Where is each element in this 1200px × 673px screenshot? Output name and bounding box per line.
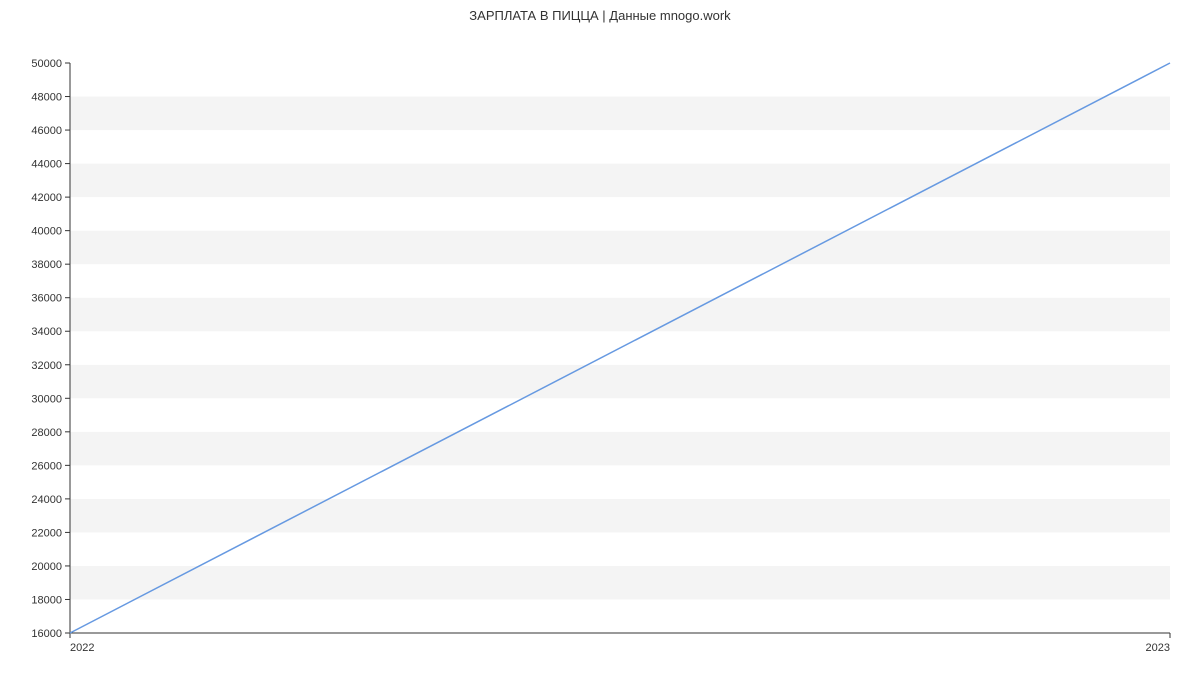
y-tick-label: 22000 bbox=[31, 527, 62, 539]
salary-line-chart: ЗАРПЛАТА В ПИЦЦА | Данные mnogo.work 160… bbox=[0, 0, 1200, 650]
x-tick-label: 2023 bbox=[1146, 642, 1170, 654]
y-tick-label: 36000 bbox=[31, 293, 62, 305]
y-tick-label: 50000 bbox=[31, 58, 62, 70]
y-tick-label: 40000 bbox=[31, 226, 62, 238]
y-tick-label: 48000 bbox=[31, 92, 62, 104]
y-tick-label: 16000 bbox=[31, 628, 62, 640]
y-tick-label: 46000 bbox=[31, 125, 62, 137]
y-tick-label: 26000 bbox=[31, 460, 62, 472]
y-tick-label: 32000 bbox=[31, 360, 62, 372]
y-tick-label: 24000 bbox=[31, 494, 62, 506]
y-tick-label: 38000 bbox=[31, 259, 62, 271]
y-tick-label: 20000 bbox=[31, 561, 62, 573]
chart-svg: 16000 18000 20000 22000 24000 26000 28000 30000… bbox=[0, 23, 1200, 673]
y-tick-label: 18000 bbox=[31, 594, 62, 606]
y-tick-label: 44000 bbox=[31, 159, 62, 171]
y-tick-label: 34000 bbox=[31, 326, 62, 338]
y-tick-label: 42000 bbox=[31, 192, 62, 204]
chart-title: ЗАРПЛАТА В ПИЦЦА | Данные mnogo.work bbox=[0, 0, 1200, 23]
y-tick-label: 30000 bbox=[31, 393, 62, 405]
x-tick-label: 2022 bbox=[70, 642, 94, 654]
y-tick-label: 28000 bbox=[31, 427, 62, 439]
